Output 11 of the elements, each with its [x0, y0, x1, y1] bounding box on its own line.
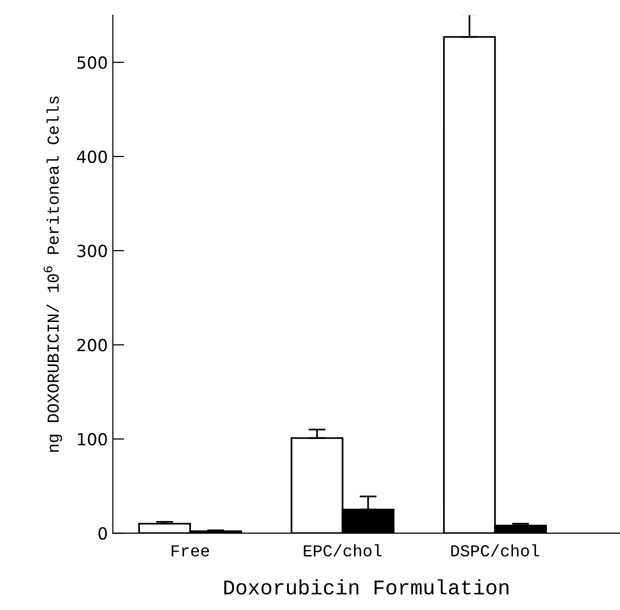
y-tick-label: 500 — [77, 56, 107, 69]
y-tick-label: 0 — [98, 527, 107, 540]
x-tick-label: Free — [172, 545, 210, 556]
y-axis-title: ng DOXORUBICIN/ 10$^{6}$ Peritoneal Cells — [44, 96, 62, 452]
y-tick-label: 300 — [77, 244, 107, 258]
x-tick-label: EPC/chol — [304, 544, 382, 556]
y-tick-label: 400 — [76, 150, 107, 164]
x-axis-title: Doxorubicin Formulation — [224, 579, 508, 595]
y-tick-label: 100 — [78, 432, 107, 446]
y-tick-label: 200 — [77, 338, 107, 352]
x-tick-label: DSPC/chol — [451, 544, 540, 556]
